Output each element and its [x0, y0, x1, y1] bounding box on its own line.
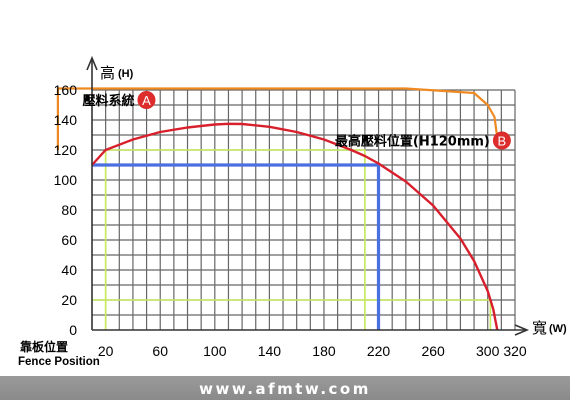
- capacity-curve: [91, 122, 499, 331]
- annotation-pressure-system: 壓料系統: [82, 93, 134, 109]
- x-tick-label: 20: [98, 343, 114, 359]
- x-tick-label: 180: [312, 343, 336, 359]
- y-tick-label: 20: [61, 292, 77, 308]
- y-axis-label: 高: [100, 65, 115, 82]
- y-tick-label: 120: [54, 142, 78, 158]
- footer-url: www.afmtw.com: [199, 380, 371, 398]
- x-tick-label: 260: [421, 343, 445, 359]
- annotation-max-pressure-position: 最高壓料位置(H120mm): [335, 134, 490, 150]
- annotation-marker-letter: A: [142, 93, 151, 108]
- origin-label-en: Fence Position: [18, 356, 100, 368]
- y-tick-label: 60: [61, 232, 77, 248]
- x-tick-label: 60: [152, 343, 168, 359]
- x-tick-label: 320: [503, 343, 527, 359]
- x-tick-label: 220: [367, 343, 391, 359]
- x-axis-arrow: [514, 324, 530, 336]
- annotation-marker-a: [137, 91, 156, 109]
- guide-line-blue: [92, 163, 381, 330]
- y-tick-label: 160: [54, 82, 78, 98]
- y-axis-arrow: [86, 55, 98, 71]
- y-tick-label: 140: [54, 112, 78, 128]
- annotation-marker-b: [492, 131, 511, 150]
- x-tick-label: 140: [258, 343, 282, 359]
- guide-line-yellow: [104, 149, 366, 330]
- annotation-marker-letter: B: [498, 134, 507, 149]
- x-axis-label: 寬: [532, 319, 547, 337]
- x-tick-label: 300: [476, 343, 500, 359]
- footer-banner: www.afmtw.com: [0, 376, 570, 400]
- pressure-envelope: [56, 87, 499, 150]
- x-axis-unit: (W): [549, 323, 567, 335]
- y-tick-label: 100: [54, 172, 78, 188]
- y-tick-label: 40: [61, 262, 77, 278]
- x-tick-label: 100: [203, 343, 227, 359]
- y-tick-label: 0: [69, 322, 77, 338]
- y-axis-unit: (H): [118, 68, 134, 80]
- origin-label: 靠板位置: [20, 339, 68, 354]
- y-tick-label: 80: [61, 202, 77, 218]
- chart: 0 20 40 60 80 100 120 140 160 20 60 100 140 180 220 260…: [18, 55, 567, 368]
